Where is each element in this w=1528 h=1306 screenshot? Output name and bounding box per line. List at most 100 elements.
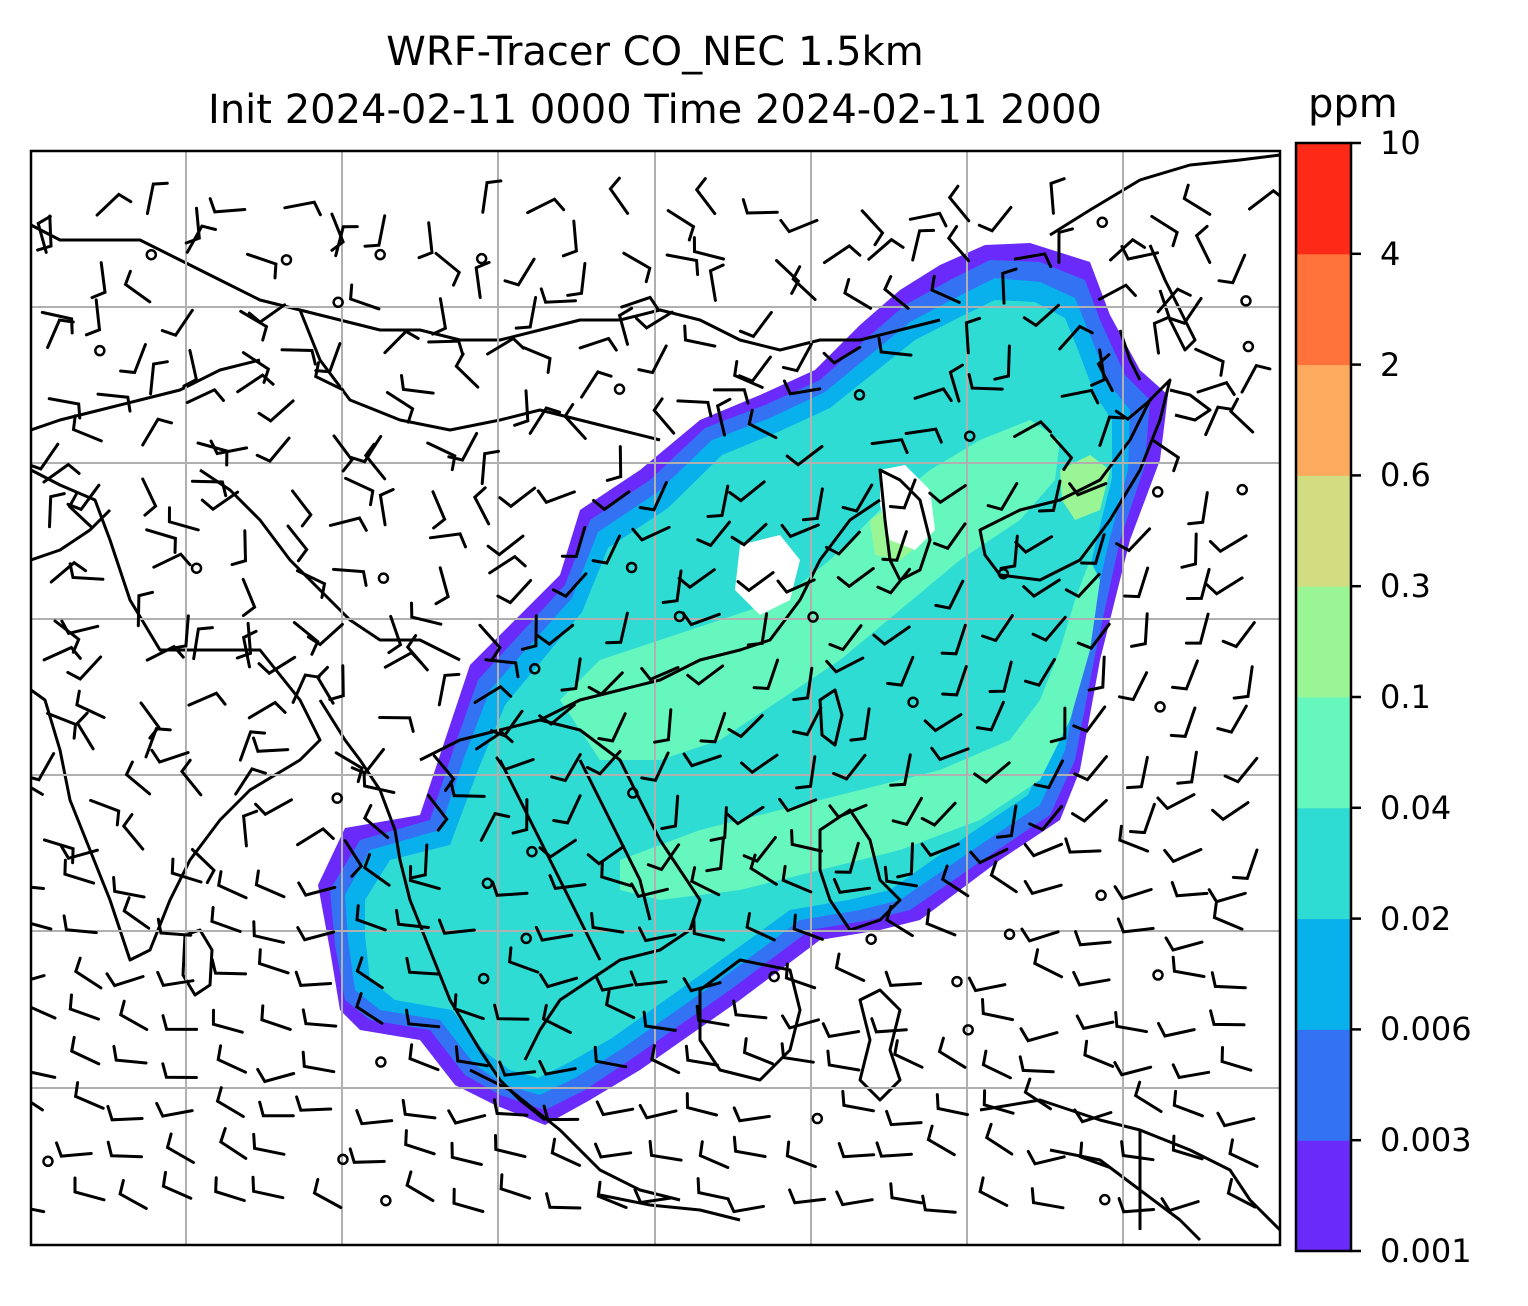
wind-barb: [526, 197, 566, 215]
colorbar-block: [1296, 475, 1351, 587]
wind-barb: [230, 529, 248, 567]
wind-barb: [73, 1176, 106, 1202]
wind-barb: [343, 839, 364, 878]
wind-barb: [362, 804, 390, 839]
wind-barb: [185, 224, 217, 254]
wind-barb: [780, 1042, 815, 1064]
wind-barb: [184, 206, 201, 245]
wind-barb: [872, 625, 911, 646]
wind-barb-calm: [528, 663, 541, 675]
wind-barb: [119, 343, 147, 375]
wind-barb: [1228, 1138, 1259, 1168]
wind-barb: [401, 1098, 437, 1120]
wind-barb: [123, 269, 152, 304]
wind-barb: [781, 864, 813, 894]
wind-barb: [978, 1176, 1009, 1207]
wind-barb: [889, 753, 912, 787]
wind-barb: [499, 1173, 532, 1200]
wind-barb: [1248, 188, 1280, 211]
wind-barb: [182, 348, 199, 388]
wind-barb: [696, 1177, 730, 1201]
wind-barb: [870, 1017, 908, 1034]
wind-barb: [578, 336, 618, 352]
wind-barb-calm: [811, 1112, 824, 1125]
wind-barb: [404, 1129, 436, 1156]
wind-barb: [405, 956, 441, 976]
wind-barb: [449, 780, 486, 798]
wind-barb: [156, 917, 193, 937]
wind-barb: [475, 730, 514, 751]
wind-barb: [696, 520, 731, 548]
wind-barb: [541, 1003, 572, 1034]
coast-indochina: [419, 718, 702, 1061]
wind-barb: [566, 262, 587, 297]
coast-bay-east: [318, 699, 546, 1122]
wind-barb: [921, 1194, 957, 1214]
wind-barb: [498, 1060, 537, 1077]
wind-barb: [1050, 433, 1074, 471]
wind-barb: [106, 1140, 143, 1159]
wind-barb: [68, 993, 100, 1021]
wind-barb: [1109, 237, 1146, 262]
wind-barb: [737, 355, 772, 383]
wind-barb: [681, 611, 721, 627]
wind-barb: [1018, 1055, 1055, 1074]
wind-barb: [1232, 665, 1254, 700]
wind-barb: [648, 1139, 683, 1162]
wind-barb: [344, 476, 375, 507]
wind-barb: [580, 370, 613, 399]
wind-barb: [1217, 253, 1247, 285]
wind-barb: [280, 348, 317, 366]
colorbar-block: [1296, 253, 1351, 366]
wind-barb: [1013, 420, 1052, 438]
chart-title-line2: Init 2024-02-11 0000 Time 2024-02-11 200…: [208, 87, 1102, 133]
wind-barb: [60, 619, 100, 636]
wind-barb: [514, 296, 538, 330]
wind-barb: [587, 671, 624, 697]
wind-barb: [969, 847, 1009, 865]
wind-barb: [646, 843, 681, 872]
wind-barb-calm: [1099, 1193, 1111, 1206]
wind-barb: [550, 753, 582, 783]
wind-barb: [984, 1122, 1014, 1156]
wind-barb: [200, 490, 240, 512]
wind-barb: [217, 870, 248, 900]
wind-barb: [49, 560, 88, 584]
wind-barb: [1123, 566, 1150, 599]
wind-barb-calm: [280, 254, 293, 266]
wind-barb: [934, 579, 965, 610]
wind-barb: [690, 866, 721, 897]
wind-barb: [48, 492, 66, 529]
wind-barb: [928, 484, 967, 505]
wind-barb: [551, 572, 588, 599]
wind-barb: [732, 1106, 771, 1123]
wind-barb: [395, 908, 430, 929]
wind-barb: [560, 526, 587, 558]
wind-barb-calm: [1236, 483, 1248, 496]
wind-barb: [604, 989, 636, 1020]
wind-barb: [192, 626, 214, 661]
wind-barb: [62, 914, 98, 935]
wind-barb-calm: [377, 572, 390, 584]
wind-barb: [42, 645, 82, 662]
wind-barb: [145, 528, 177, 554]
wind-barb: [473, 684, 513, 704]
wind-barb: [821, 1022, 861, 1039]
wind-barb: [241, 577, 257, 618]
colorbar-tick-label: 0.003: [1380, 1121, 1472, 1160]
wind-barb: [666, 209, 696, 242]
wind-barb: [297, 881, 337, 897]
wind-barb: [926, 1124, 956, 1157]
wind-barb: [247, 700, 287, 720]
wind-barb: [752, 658, 780, 691]
coast-sumatra: [469, 1068, 681, 1202]
wind-barb: [479, 811, 511, 842]
wind-barb: [152, 552, 192, 569]
wind-barb: [732, 1135, 767, 1158]
wind-barb: [542, 1104, 580, 1122]
wind-barb: [136, 590, 154, 628]
border-2: [298, 309, 661, 442]
wind-barb: [486, 534, 525, 557]
wind-barb: [706, 484, 730, 518]
wind-barb: [239, 309, 269, 342]
